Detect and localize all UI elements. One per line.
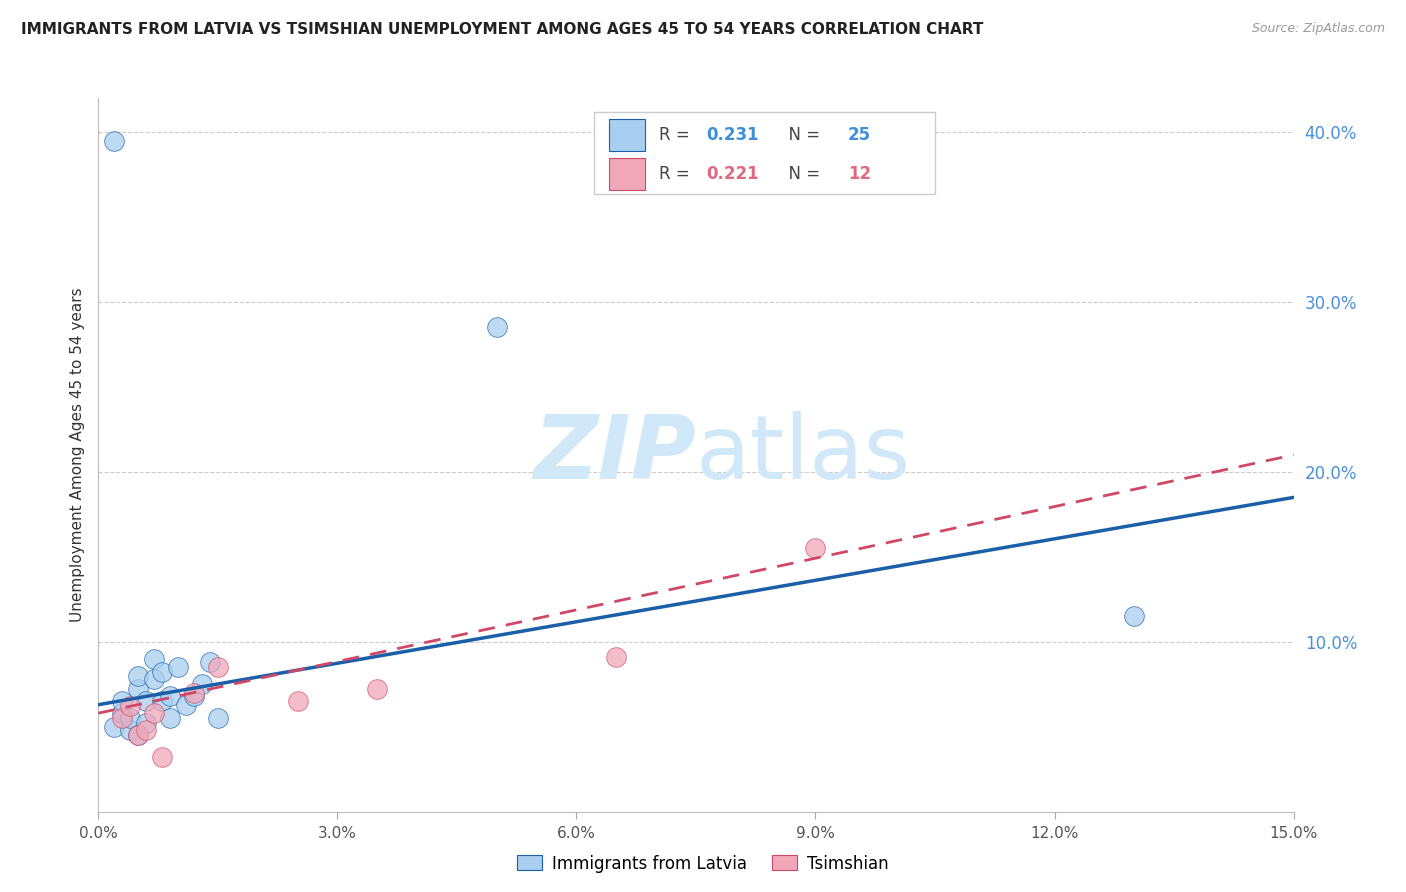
Point	[167, 660, 190, 674]
Point	[191, 677, 214, 691]
Text: ZIP: ZIP	[533, 411, 696, 499]
Point	[127, 682, 149, 697]
Point	[143, 672, 166, 686]
Text: R =: R =	[659, 165, 695, 183]
Point	[127, 669, 149, 683]
Point	[111, 706, 134, 721]
Point	[120, 699, 142, 714]
Point	[198, 655, 221, 669]
Point	[127, 728, 149, 742]
Point	[159, 711, 181, 725]
Point	[135, 723, 157, 738]
Legend: Immigrants from Latvia, Tsimshian: Immigrants from Latvia, Tsimshian	[510, 848, 896, 880]
Point	[207, 711, 229, 725]
Point	[804, 541, 827, 556]
Text: N =: N =	[779, 127, 825, 145]
Point	[150, 665, 173, 680]
FancyBboxPatch shape	[595, 112, 935, 194]
Point	[120, 711, 142, 725]
Text: 0.231: 0.231	[707, 127, 759, 145]
Point	[143, 706, 166, 721]
Text: N =: N =	[779, 165, 825, 183]
Point	[1123, 609, 1146, 624]
Point	[287, 694, 309, 708]
Text: IMMIGRANTS FROM LATVIA VS TSIMSHIAN UNEMPLOYMENT AMONG AGES 45 TO 54 YEARS CORRE: IMMIGRANTS FROM LATVIA VS TSIMSHIAN UNEM…	[21, 22, 983, 37]
Text: 0.221: 0.221	[707, 165, 759, 183]
Point	[111, 694, 134, 708]
Point	[150, 694, 173, 708]
Point	[174, 698, 197, 712]
Point	[183, 686, 205, 700]
Point	[103, 134, 125, 148]
Text: 25: 25	[848, 127, 870, 145]
Text: Source: ZipAtlas.com: Source: ZipAtlas.com	[1251, 22, 1385, 36]
Point	[135, 694, 157, 708]
Text: R =: R =	[659, 127, 695, 145]
Point	[159, 689, 181, 703]
Point	[143, 652, 166, 666]
Point	[111, 711, 134, 725]
Y-axis label: Unemployment Among Ages 45 to 54 years: Unemployment Among Ages 45 to 54 years	[69, 287, 84, 623]
Point	[120, 723, 142, 738]
Point	[485, 320, 508, 334]
Point	[183, 689, 205, 703]
Text: atlas: atlas	[696, 411, 911, 499]
Point	[605, 650, 627, 665]
Text: 12: 12	[848, 165, 870, 183]
Point	[135, 716, 157, 731]
Point	[127, 728, 149, 742]
FancyBboxPatch shape	[609, 120, 644, 152]
Point	[207, 660, 229, 674]
Point	[366, 682, 388, 697]
FancyBboxPatch shape	[609, 158, 644, 190]
Point	[103, 720, 125, 734]
Point	[150, 750, 173, 764]
